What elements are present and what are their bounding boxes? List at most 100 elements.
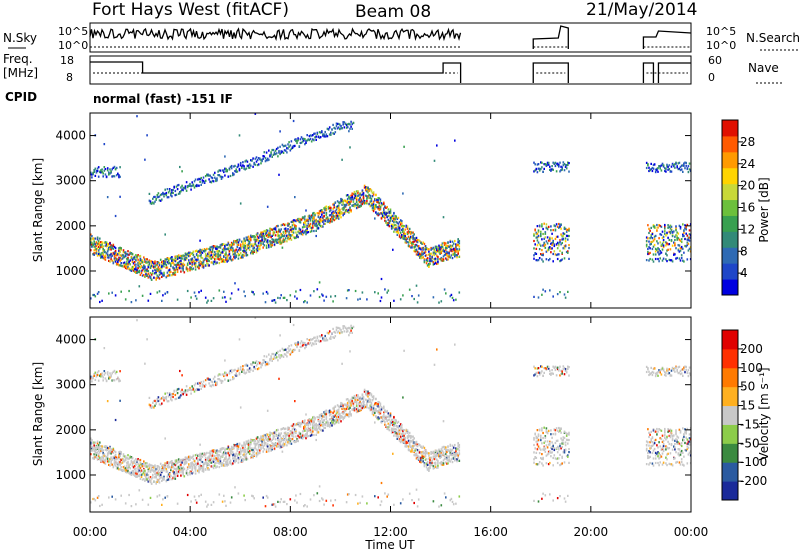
velocity-point (244, 455, 246, 459)
power-point (156, 196, 159, 199)
power-point (95, 169, 98, 172)
velocity-point (146, 472, 148, 475)
velocity-point (230, 453, 233, 456)
velocity-point (242, 453, 244, 457)
velocity-point (101, 374, 103, 378)
power-point (218, 246, 221, 249)
velocity-point (253, 497, 255, 500)
power-point (440, 259, 443, 262)
velocity-point (122, 458, 125, 461)
velocity-point (214, 462, 216, 465)
velocity-point (173, 476, 175, 479)
power-point (186, 186, 189, 189)
velocity-point (137, 474, 139, 477)
power-point (289, 235, 292, 238)
power-point (260, 235, 262, 238)
power-point (228, 257, 231, 260)
velocity-point (163, 464, 165, 467)
power-point (686, 258, 689, 261)
power-point (340, 216, 342, 219)
power-point (401, 220, 403, 223)
power-point (537, 229, 540, 232)
velocity-point (132, 460, 135, 463)
velocity-point (261, 364, 263, 367)
power-point (111, 244, 113, 247)
velocity-point (162, 464, 164, 467)
velocity-point (115, 466, 118, 469)
power-point (274, 153, 277, 156)
power-point (140, 269, 143, 272)
power-point (145, 273, 147, 276)
power-point (568, 257, 570, 260)
power-point (272, 148, 275, 152)
power-point (686, 223, 689, 226)
velocity-point (148, 465, 151, 468)
power-point (156, 291, 159, 294)
power-point (421, 242, 423, 245)
power-point (656, 167, 658, 170)
power-point (130, 301, 133, 304)
power-point (421, 252, 423, 255)
power-point (422, 247, 424, 250)
velocity-point (103, 370, 106, 373)
velocity-point (252, 369, 254, 372)
power-point (229, 257, 232, 260)
velocity-point (124, 502, 127, 505)
power-point (402, 229, 404, 232)
power-point (544, 236, 547, 239)
power-point (139, 273, 142, 276)
power-point (226, 260, 228, 263)
power-point (396, 228, 399, 231)
power-point (451, 253, 454, 256)
velocity-point (266, 433, 269, 436)
power-point (341, 199, 343, 202)
power-point (159, 266, 162, 269)
power-point (342, 206, 344, 210)
power-point (216, 261, 218, 264)
power-point (440, 256, 443, 260)
power-point (658, 224, 660, 227)
velocity-point (216, 465, 218, 468)
velocity-point (226, 447, 228, 451)
power-point (156, 261, 159, 264)
power-point (437, 258, 439, 261)
power-point (358, 205, 360, 208)
power-point (106, 256, 109, 259)
velocity-point (118, 456, 120, 459)
power-point (247, 235, 250, 238)
power-point (110, 244, 112, 247)
power-point (106, 253, 109, 256)
power-point (675, 227, 677, 230)
power-point (545, 223, 548, 226)
power-point (281, 223, 284, 226)
freq-line (532, 62, 569, 83)
power-point (428, 265, 430, 268)
power-point (677, 168, 680, 171)
velocity-point (163, 469, 165, 472)
velocity-point (246, 364, 249, 367)
power-point (318, 295, 321, 299)
power-point (206, 259, 208, 262)
power-point (154, 260, 156, 263)
power-point (288, 230, 290, 233)
power-point (665, 258, 667, 261)
power-point (349, 198, 351, 201)
velocity-point (253, 447, 255, 450)
power-point (108, 246, 110, 249)
power-point (310, 216, 313, 219)
power-point (306, 231, 308, 234)
power-point (214, 258, 216, 261)
power-point (377, 199, 379, 202)
power-point (179, 266, 181, 269)
power-point (296, 141, 298, 145)
power-point (195, 258, 198, 261)
velocity-point (197, 462, 199, 465)
power-point (162, 193, 164, 196)
power-point (164, 188, 166, 191)
velocity-point (158, 399, 161, 402)
velocity-point (252, 456, 254, 459)
velocity-point (265, 433, 268, 436)
velocity-point (239, 365, 242, 369)
velocity-point (136, 459, 138, 462)
power-point (272, 153, 275, 156)
